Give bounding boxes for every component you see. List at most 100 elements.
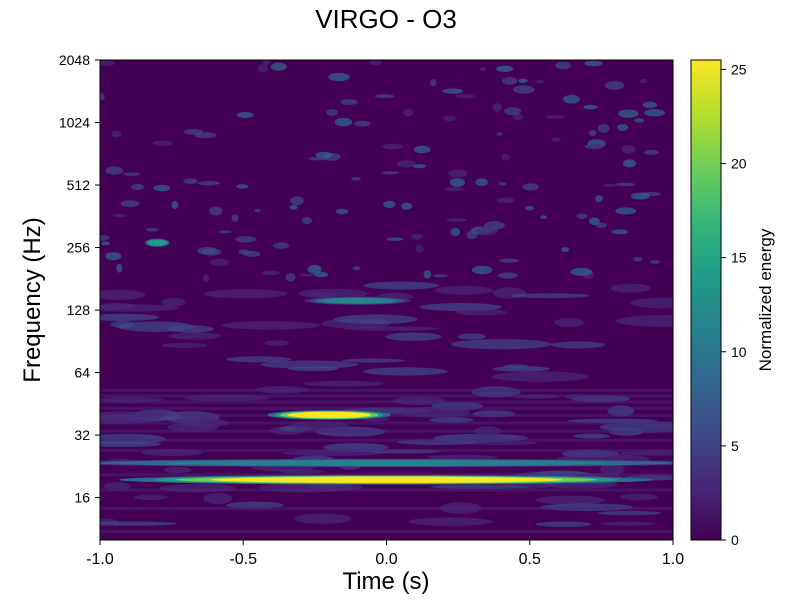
- heatmap-texture-cell: [609, 283, 651, 293]
- heatmap-texture-cell: [374, 94, 395, 99]
- heatmap-texture-cell: [597, 510, 662, 516]
- heatmap-texture-cell: [518, 78, 528, 84]
- heatmap-texture-cell: [294, 513, 352, 524]
- heatmap-texture-cell: [630, 192, 650, 200]
- heatmap-texture-cell: [262, 270, 281, 276]
- heatmap-feature: [321, 298, 395, 304]
- heatmap-texture-cell: [201, 248, 222, 256]
- heatmap-texture-cell: [235, 236, 257, 243]
- heatmap-texture-cell: [498, 182, 507, 186]
- heatmap-texture-cell: [510, 293, 590, 299]
- heatmap-texture-cell: [497, 197, 515, 204]
- colorbar-tick-label: 0: [731, 532, 739, 548]
- heatmap-texture-cell: [475, 178, 488, 187]
- colorbar-tick-label: 15: [731, 250, 747, 266]
- heatmap-texture-cell: [382, 143, 403, 150]
- heatmap-texture-cell: [218, 230, 232, 234]
- heatmap-texture-cell: [396, 160, 416, 168]
- heatmap-texture-cell: [100, 241, 110, 246]
- heatmap-texture-cell: [429, 417, 474, 423]
- heatmap-texture-cell: [100, 313, 160, 321]
- heatmap-texture-cell: [202, 274, 210, 283]
- heatmap-texture-cell: [643, 149, 660, 155]
- heatmap-band: [100, 429, 673, 433]
- heatmap-texture-cell: [454, 308, 507, 316]
- heatmap-feature: [287, 411, 371, 419]
- heatmap-texture-cell: [450, 227, 461, 237]
- heatmap-band: [100, 448, 673, 452]
- heatmap-texture-cell: [363, 281, 439, 290]
- heatmap-texture-cell: [307, 264, 322, 274]
- heatmap-texture-cell: [616, 123, 629, 132]
- heatmap-texture-cell: [434, 285, 494, 295]
- heatmap-texture-cell: [231, 214, 239, 222]
- heatmap-texture-cell: [630, 297, 673, 309]
- heatmap-texture-cell: [403, 108, 414, 117]
- heatmap-texture-cell: [618, 109, 639, 118]
- heatmap-texture-cell: [633, 118, 645, 123]
- heatmap-texture-cell: [512, 85, 535, 94]
- heatmap-texture-cell: [386, 237, 404, 241]
- heatmap-texture-cell: [221, 321, 321, 330]
- heatmap-texture-cell: [497, 272, 518, 279]
- x-axis-label: Time (s): [342, 568, 429, 595]
- heatmap-band: [100, 388, 673, 392]
- colorbar-tick-label: 10: [731, 344, 747, 360]
- heatmap-texture-cell: [161, 297, 187, 307]
- heatmap-texture-cell: [197, 180, 220, 186]
- colorbar-ticks: 0 5 10 15 20 25: [721, 61, 747, 548]
- heatmap-texture-cell: [525, 205, 535, 211]
- heatmap-texture-cell: [522, 183, 539, 191]
- heatmap-texture-cell: [350, 177, 362, 181]
- heatmap-texture-cell: [573, 433, 610, 439]
- heatmap-texture-cell: [203, 289, 288, 299]
- heatmap-texture-cell: [615, 182, 636, 187]
- heatmap-texture-cell: [111, 130, 122, 138]
- heatmap-texture-cell: [503, 364, 529, 369]
- heatmap-texture-cell: [512, 113, 524, 120]
- heatmap-texture-cell: [642, 101, 657, 109]
- heatmap-texture-cell: [457, 333, 486, 340]
- heatmap-texture-cell: [611, 229, 629, 235]
- heatmap-texture-cell: [622, 159, 636, 168]
- heatmap-feature: [210, 476, 563, 483]
- heatmap-texture-cell: [381, 171, 400, 175]
- colorbar-tick-label: 25: [731, 61, 747, 77]
- heatmap-texture-cell: [264, 340, 290, 346]
- heatmap-texture-cell: [554, 317, 584, 328]
- heatmap-texture-cell: [105, 166, 124, 175]
- heatmap-texture-cell: [561, 247, 570, 253]
- heatmap-texture-cell: [615, 315, 673, 327]
- heatmap-texture-cell: [225, 501, 284, 509]
- heatmap-texture-cell: [383, 200, 396, 209]
- heatmap-texture-cell: [243, 250, 261, 257]
- heatmap-texture-cell: [615, 207, 637, 215]
- heatmap-texture-cell: [604, 80, 625, 90]
- heatmap-texture-cell: [446, 218, 468, 222]
- heatmap-texture-cell: [540, 215, 547, 220]
- colorbar-label: Normalized energy: [756, 228, 775, 371]
- heatmap-texture-cell: [415, 244, 424, 253]
- heatmap-texture-cell: [620, 493, 658, 501]
- heatmap-texture-cell: [116, 321, 194, 332]
- heatmap-texture-cell: [270, 62, 287, 71]
- colorbar-gradient: [690, 59, 722, 541]
- y-tick-label: 16: [74, 490, 90, 506]
- heatmap-feature: [167, 460, 606, 466]
- y-tick-label: 64: [74, 365, 90, 381]
- heatmap-texture-cell: [236, 184, 249, 189]
- heatmap-texture-cell: [430, 79, 437, 87]
- heatmap-texture-cell: [588, 143, 604, 150]
- heatmap-texture-cell: [363, 367, 448, 376]
- heatmap-texture-cell: [563, 94, 580, 104]
- heatmap-texture-cell: [236, 112, 254, 119]
- x-axis-ticks: -1.0 -0.5 0.0 0.5 1.0: [86, 540, 684, 568]
- heatmap-texture-cell: [315, 151, 333, 159]
- heatmap-texture-cell: [476, 226, 498, 236]
- heatmap-texture-cell: [171, 200, 179, 210]
- heatmap-texture-cell: [113, 213, 127, 218]
- heatmap-texture-cell: [411, 233, 424, 240]
- heatmap-texture-cell: [430, 484, 529, 489]
- heatmap-texture-cell: [100, 304, 179, 312]
